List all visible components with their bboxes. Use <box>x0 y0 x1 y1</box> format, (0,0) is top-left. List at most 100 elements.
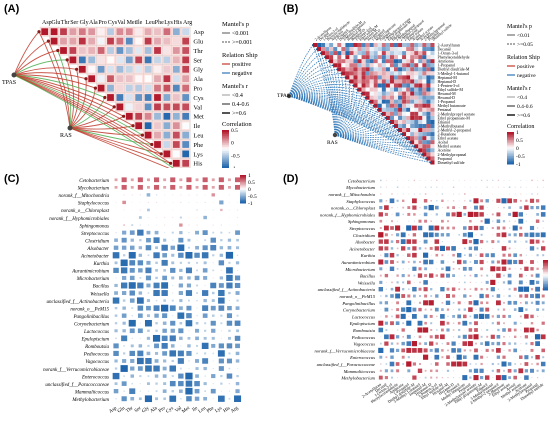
heatmap-cell <box>162 275 168 281</box>
heatmap-cell <box>503 349 505 351</box>
heatmap-cell <box>391 220 393 223</box>
column-label: Propanal <box>427 30 439 41</box>
row-label: norank_o__Chloroplast <box>61 209 109 214</box>
heatmap-cell <box>390 260 394 264</box>
node-label-tpas: TPAS <box>277 93 290 99</box>
heatmap-cell <box>377 87 382 92</box>
mantel-link <box>13 74 115 108</box>
heatmap-cell <box>414 144 419 149</box>
heatmap-cell <box>211 336 215 340</box>
heatmap-cell <box>384 307 389 312</box>
heatmap-cell <box>414 119 419 124</box>
heatmap-cell <box>389 71 394 76</box>
mantel-link <box>13 50 58 76</box>
heatmap-cell <box>426 47 431 52</box>
heatmap-cell <box>196 194 198 196</box>
heatmap-cell <box>474 260 478 264</box>
heatmap-cell <box>396 274 399 277</box>
heatmap-cell <box>186 177 192 183</box>
heatmap-cell <box>333 63 338 68</box>
heatmap-cell <box>129 245 135 250</box>
heatmap-cell <box>439 245 445 251</box>
colorbar-tick: 0 <box>516 146 519 152</box>
heatmap-cell <box>379 219 383 223</box>
heatmap-cell <box>406 119 411 124</box>
heatmap-cell <box>507 362 512 366</box>
heatmap-cell <box>385 329 388 331</box>
column-label: Ile <box>192 406 200 414</box>
heatmap-cell <box>453 179 455 181</box>
heatmap-cell <box>531 254 533 256</box>
heatmap-cell <box>441 376 444 379</box>
heatmap-cell <box>458 343 460 345</box>
link-endpoint <box>401 133 404 136</box>
colorbar-segment <box>240 190 246 193</box>
heatmap-cell <box>513 253 518 258</box>
heatmap-cell <box>390 287 394 291</box>
heatmap-cell-marker <box>182 141 190 148</box>
heatmap-cell <box>394 83 399 88</box>
heatmap-cell <box>146 382 150 386</box>
heatmap-cell <box>446 321 450 325</box>
heatmap-cell <box>418 71 423 76</box>
colorbar-segment <box>240 197 246 200</box>
heatmap-cell <box>394 67 399 72</box>
heatmap-cell <box>508 288 511 291</box>
row-label: Pediococcus <box>351 335 375 340</box>
colorbar-segment <box>222 133 229 137</box>
heatmap-cell-marker <box>69 28 77 36</box>
heatmap-cell <box>212 367 214 370</box>
heatmap-cell <box>147 201 150 203</box>
heatmap-cell <box>541 301 545 305</box>
heatmap-cell <box>418 99 423 104</box>
heatmap-cell <box>178 328 184 334</box>
heatmap-cell <box>228 352 231 355</box>
heatmap-cell <box>220 231 223 234</box>
heatmap-cell <box>418 307 422 312</box>
heatmap-cell <box>353 71 358 76</box>
heatmap-cell <box>162 366 167 371</box>
heatmap-cell-marker <box>88 65 96 73</box>
heatmap-cell <box>349 67 354 72</box>
heatmap-cell <box>430 63 435 68</box>
heatmap-cell <box>349 55 354 60</box>
row-label: Acetone <box>438 148 452 153</box>
heatmap-cell <box>228 390 231 392</box>
heatmap-cell <box>406 334 411 339</box>
heatmap-cell-marker <box>163 75 171 83</box>
row-label: Pangolinibacillus <box>341 301 375 306</box>
heatmap-cell <box>434 246 439 251</box>
heatmap-cell <box>430 91 435 96</box>
heatmap-cell <box>391 234 393 236</box>
heatmap-cell <box>210 244 217 251</box>
heatmap-cell <box>473 368 479 373</box>
heatmap-cell <box>139 224 141 226</box>
heatmap-cell <box>341 63 346 68</box>
heatmap-cell-marker <box>135 37 143 45</box>
heatmap-cell <box>457 321 461 325</box>
heatmap-cell <box>475 254 477 256</box>
heatmap-cell <box>441 356 444 359</box>
heatmap-cell <box>162 351 168 356</box>
heatmap-cell <box>410 59 415 64</box>
heatmap-cell-marker <box>125 47 133 54</box>
heatmap-cell-marker <box>144 103 152 111</box>
row-label: Decanal <box>438 46 452 51</box>
heatmap-cell <box>394 95 399 100</box>
heatmap-cell <box>469 219 472 223</box>
heatmap-cell <box>385 200 388 202</box>
heatmap-cell <box>412 239 417 244</box>
row-label: Romboutsia <box>352 328 376 333</box>
heatmap-cell <box>418 132 423 137</box>
heatmap-cell <box>423 300 429 306</box>
heatmap-cell <box>535 300 540 305</box>
heatmap-cell <box>377 91 382 96</box>
colorbar-tick: 1 <box>248 173 251 179</box>
row-label: Microbacterium <box>344 267 375 272</box>
heatmap-cell <box>395 362 400 366</box>
heatmap-cell-marker <box>135 103 143 111</box>
heatmap-cell <box>212 269 215 272</box>
heatmap-cell <box>503 193 505 195</box>
heatmap-cell <box>378 347 384 353</box>
heatmap-cell <box>407 294 411 298</box>
